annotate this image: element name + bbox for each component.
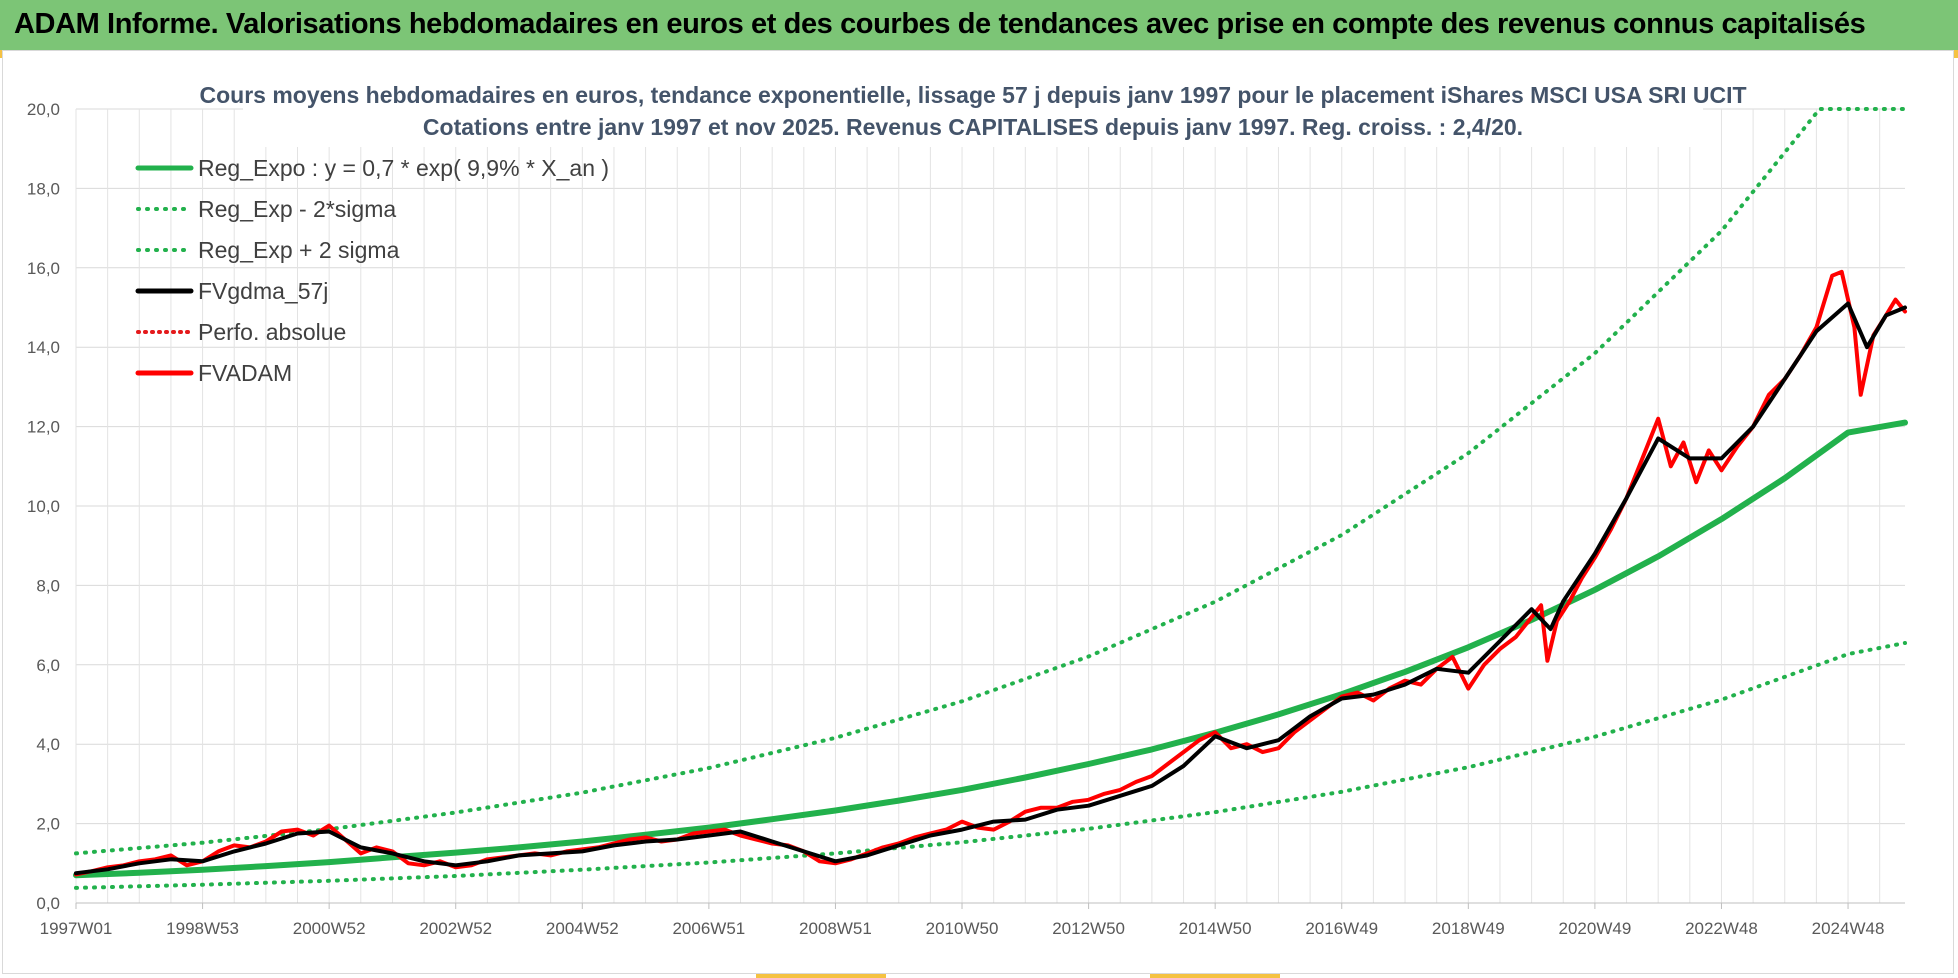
y-tick-label: 18,0 <box>27 179 60 198</box>
x-tick-label: 2024W48 <box>1812 919 1885 938</box>
header-banner: ADAM Informe. Valorisations hebdomadaire… <box>0 0 1958 50</box>
legend-label-0: Reg_Expo : y = 0,7 * exp( 9,9% * X_an ) <box>198 155 609 181</box>
legend-label-3: FVgdma_57j <box>198 278 328 304</box>
x-tick-label: 2018W49 <box>1432 919 1505 938</box>
x-tick-label: 1997W01 <box>40 919 113 938</box>
y-tick-label: 14,0 <box>27 338 60 357</box>
series-lines <box>73 107 1908 890</box>
legend-label-5: FVADAM <box>198 360 292 386</box>
title-background <box>243 77 1703 147</box>
y-tick-label: 20,0 <box>27 100 60 119</box>
series-line-2 <box>74 107 1907 856</box>
chart-title-line-2: Cotations entre janv 1997 et nov 2025. R… <box>423 114 1523 140</box>
chart-area: 0,0 2,0 4,0 6,0 8,0 10,0 12,0 14,0 16,0 18,0 20,0 1… <box>2 50 1954 974</box>
x-tick-label: 2016W49 <box>1305 919 1378 938</box>
legend: Reg_Expo : y = 0,7 * exp( 9,9% * X_an ) R… <box>135 155 609 386</box>
chart-title-line-1: Cours moyens hebdomadaires en euros, ten… <box>199 82 1746 108</box>
axes: 0,0 2,0 4,0 6,0 8,0 10,0 12,0 14,0 16,0 18,0 20,0 1… <box>27 100 1905 938</box>
series-line-0 <box>73 419 1908 879</box>
x-tick-label: 2004W52 <box>546 919 619 938</box>
legend-label-4: Perfo. absolue <box>198 319 346 345</box>
x-tick-label: 2002W52 <box>419 919 492 938</box>
legend-label-2: Reg_Exp + 2 sigma <box>198 237 400 263</box>
x-tick-label: 2014W50 <box>1179 919 1252 938</box>
y-tick-label: 8,0 <box>36 576 60 595</box>
x-tick-label: 2012W50 <box>1052 919 1125 938</box>
y-tick-label: 6,0 <box>36 656 60 675</box>
x-tick-label: 2022W48 <box>1685 919 1758 938</box>
bottom-mark-1 <box>756 974 886 978</box>
y-tick-label: 4,0 <box>36 735 60 754</box>
banner-title: ADAM Informe. Valorisations hebdomadaire… <box>14 8 1866 40</box>
x-tick-label: 2020W49 <box>1559 919 1632 938</box>
x-tick-label: 1998W53 <box>166 919 239 938</box>
chart-svg: 0,0 2,0 4,0 6,0 8,0 10,0 12,0 14,0 16,0 18,0 20,0 1… <box>27 77 1908 938</box>
y-tick-label: 16,0 <box>27 259 60 278</box>
x-tick-label: 2010W50 <box>926 919 999 938</box>
legend-label-1: Reg_Exp - 2*sigma <box>198 196 396 222</box>
series-line-3 <box>74 301 1907 876</box>
y-tick-label: 10,0 <box>27 497 60 516</box>
series-line-1 <box>74 641 1907 890</box>
y-tick-label: 12,0 <box>27 418 60 437</box>
y-tick-label: 2,0 <box>36 815 60 834</box>
x-tick-label: 2006W51 <box>672 919 745 938</box>
bottom-mark-2 <box>1150 974 1280 978</box>
y-tick-label: 0,0 <box>36 894 60 913</box>
x-tick-label: 2008W51 <box>799 919 872 938</box>
x-tick-label: 2000W52 <box>293 919 366 938</box>
